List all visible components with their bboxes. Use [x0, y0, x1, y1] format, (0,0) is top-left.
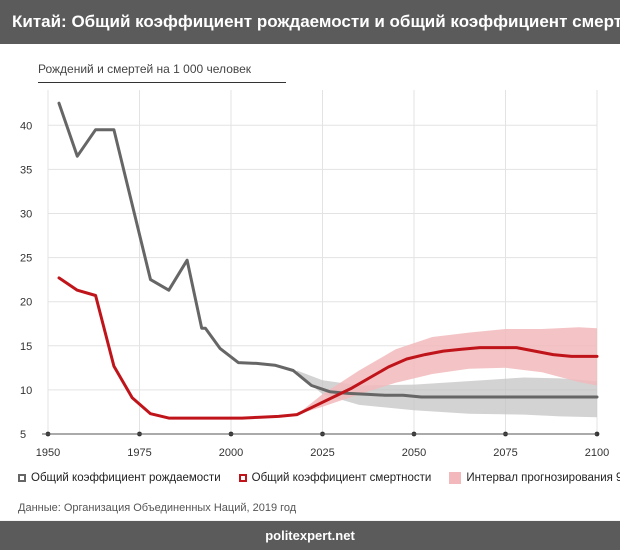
x-tick-label-2000: 2000: [219, 447, 243, 459]
birth-prediction-band: [296, 370, 597, 418]
x-tick-label-2100: 2100: [585, 447, 609, 459]
y-tick-label-25: 25: [20, 253, 32, 265]
y-tick-label-30: 30: [20, 208, 32, 220]
x-tick-label-2025: 2025: [310, 447, 334, 459]
legend-swatch-band: [449, 472, 462, 484]
y-tick-label-5: 5: [20, 429, 26, 441]
legend-item-band: Интервал прогнозирования 95%: [449, 472, 620, 484]
y-tick-label-40: 40: [20, 120, 32, 132]
legend-swatch-birth: [18, 474, 26, 482]
y-tick-label-15: 15: [20, 341, 32, 353]
legend: Общий коэффициент рождаемости Общий коэф…: [18, 472, 620, 484]
legend-label-band: Интервал прогнозирования 95%: [466, 472, 620, 484]
y-tick-label-20: 20: [20, 297, 32, 309]
x-tick-label-1975: 1975: [127, 447, 151, 459]
x-axis: [42, 431, 600, 437]
death-rate-line: [57, 276, 599, 420]
prediction-bands: [296, 327, 597, 418]
legend-label-death: Общий коэффициент смертности: [251, 472, 432, 484]
source-note: Данные: Организация Объединенных Наций, …: [18, 502, 297, 514]
legend-label-birth: Общий коэффициент рождаемости: [31, 472, 221, 484]
gridlines: [47, 90, 598, 435]
x-tick-label-2075: 2075: [493, 447, 517, 459]
footer-site: politexpert.net: [0, 521, 620, 550]
x-tick-label-2050: 2050: [402, 447, 426, 459]
legend-swatch-death: [238, 474, 247, 482]
y-tick-label-10: 10: [20, 385, 32, 397]
subtitle-underline: [38, 82, 286, 83]
birth-rate-line: [57, 101, 599, 399]
chart-subtitle: Рождений и смертей на 1 000 человек: [38, 62, 252, 76]
chart-title: Китай: Общий коэффициент рождаемости и о…: [0, 0, 620, 44]
series-lines: [57, 101, 599, 420]
y-tick-label-35: 35: [20, 164, 32, 176]
x-tick-label-1950: 1950: [36, 447, 60, 459]
legend-item-birth: Общий коэффициент рождаемости: [18, 472, 221, 484]
legend-item-death: Общий коэффициент смертности: [238, 472, 432, 484]
chart-panel: [0, 44, 620, 520]
